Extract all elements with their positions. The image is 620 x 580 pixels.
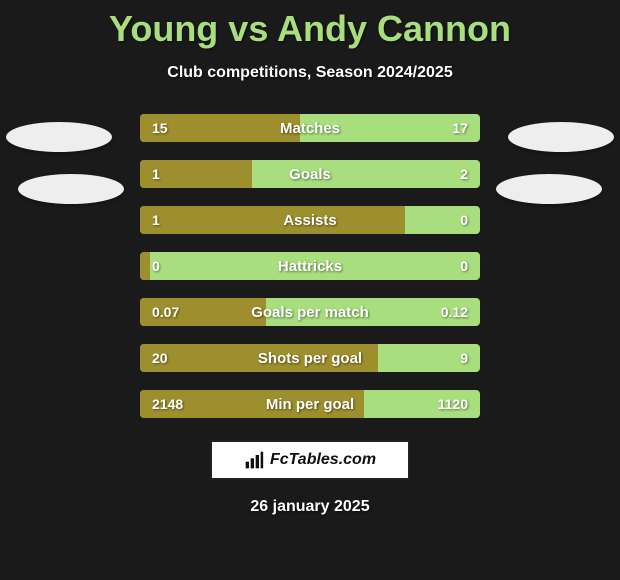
bars-icon bbox=[244, 450, 264, 470]
stat-row: 0.07 Goals per match 0.12 bbox=[140, 298, 480, 326]
stat-value-left: 2148 bbox=[152, 396, 183, 412]
stat-bar-left bbox=[140, 206, 405, 234]
player-badge-placeholder bbox=[508, 122, 614, 152]
stat-value-right: 0 bbox=[460, 212, 468, 228]
stat-value-left: 1 bbox=[152, 212, 160, 228]
stat-row: 2148 Min per goal 1120 bbox=[140, 390, 480, 418]
player-badge-placeholder bbox=[496, 174, 602, 204]
stat-row: 0 Hattricks 0 bbox=[140, 252, 480, 280]
stat-label: Matches bbox=[280, 120, 340, 137]
stat-label: Goals bbox=[289, 166, 331, 183]
stat-label: Assists bbox=[283, 212, 336, 229]
stat-value-right: 9 bbox=[460, 350, 468, 366]
player-badge-placeholder bbox=[6, 122, 112, 152]
stat-value-right: 1120 bbox=[438, 396, 468, 412]
stat-bar-left bbox=[140, 252, 150, 280]
stat-row: 15 Matches 17 bbox=[140, 114, 480, 142]
stat-row: 1 Goals 2 bbox=[140, 160, 480, 188]
stat-value-right: 0 bbox=[460, 258, 468, 274]
stat-value-left: 0 bbox=[152, 258, 160, 274]
player-badge-placeholder bbox=[18, 174, 124, 204]
page-title: Young vs Andy Cannon bbox=[0, 0, 620, 50]
logo-box: FcTables.com bbox=[210, 440, 410, 480]
stat-label: Goals per match bbox=[251, 304, 369, 321]
date-label: 26 january 2025 bbox=[0, 498, 620, 516]
stat-value-right: 0.12 bbox=[441, 304, 468, 320]
stat-row: 1 Assists 0 bbox=[140, 206, 480, 234]
stats-list: 15 Matches 17 1 Goals 2 1 Assists 0 0 Hattricks 0 0.… bbox=[0, 114, 620, 418]
stat-label: Shots per goal bbox=[258, 350, 362, 367]
stat-value-left: 0.07 bbox=[152, 304, 179, 320]
stat-value-right: 2 bbox=[460, 166, 468, 182]
stat-value-left: 20 bbox=[152, 350, 168, 366]
stat-value-right: 17 bbox=[452, 120, 468, 136]
subtitle: Club competitions, Season 2024/2025 bbox=[0, 64, 620, 82]
stat-row: 20 Shots per goal 9 bbox=[140, 344, 480, 372]
stat-label: Hattricks bbox=[278, 258, 342, 275]
stat-label: Min per goal bbox=[266, 396, 354, 413]
logo-text: FcTables.com bbox=[270, 451, 376, 469]
stat-value-left: 1 bbox=[152, 166, 160, 182]
stat-value-left: 15 bbox=[152, 120, 168, 136]
